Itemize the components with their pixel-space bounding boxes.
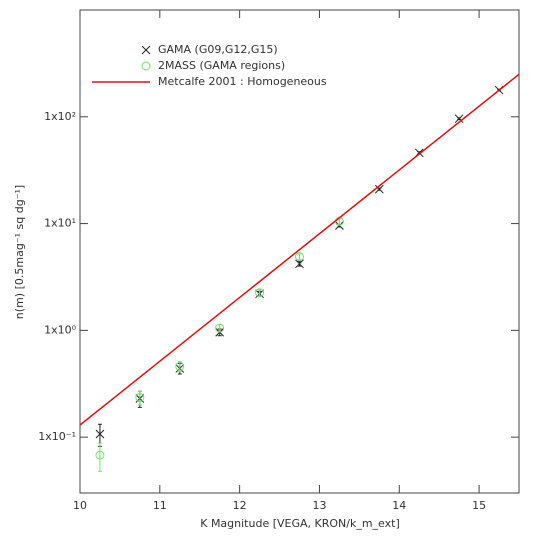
data-point — [95, 450, 105, 460]
x-tick-label: 10 — [73, 499, 87, 512]
legend-label: Metcalfe 2001 : Homogeneous — [158, 75, 327, 88]
x-tick-label: 14 — [392, 499, 406, 512]
x-tick-label: 15 — [472, 499, 486, 512]
y-tick-label: 1x10² — [44, 110, 76, 123]
plot-frame — [79, 9, 520, 494]
legend-label: GAMA (G09,G12,G15) — [158, 43, 278, 56]
data-point — [454, 114, 464, 124]
data-point — [255, 288, 265, 298]
error-bar — [97, 442, 102, 472]
y-tick-label: 1x10⁰ — [44, 323, 77, 336]
y-tick-label: 1x10⁻¹ — [38, 430, 76, 443]
model-line — [79, 73, 520, 426]
data-point — [295, 252, 304, 262]
x-tick-label: 12 — [233, 499, 247, 512]
legend-swatch — [141, 61, 151, 71]
error-bar — [297, 253, 302, 261]
legend-label: 2MASS (GAMA regions) — [158, 59, 285, 72]
data-point — [175, 361, 185, 371]
data-point — [295, 259, 304, 269]
data-point — [215, 323, 225, 333]
data-point — [374, 184, 384, 194]
error-bar — [257, 289, 262, 297]
y-tick-label: 1x10¹ — [44, 217, 76, 230]
x-tick-label: 13 — [312, 499, 326, 512]
data-point — [135, 393, 145, 403]
x-axis-label: K Magnitude [VEGA, KRON/k_m_ext] — [200, 517, 400, 530]
legend-swatch — [141, 45, 151, 55]
data-point — [95, 429, 105, 439]
y-axis-label: n(m) [0.5mag⁻¹ sq dg⁻¹] — [13, 185, 26, 319]
x-tick-label: 11 — [153, 499, 167, 512]
